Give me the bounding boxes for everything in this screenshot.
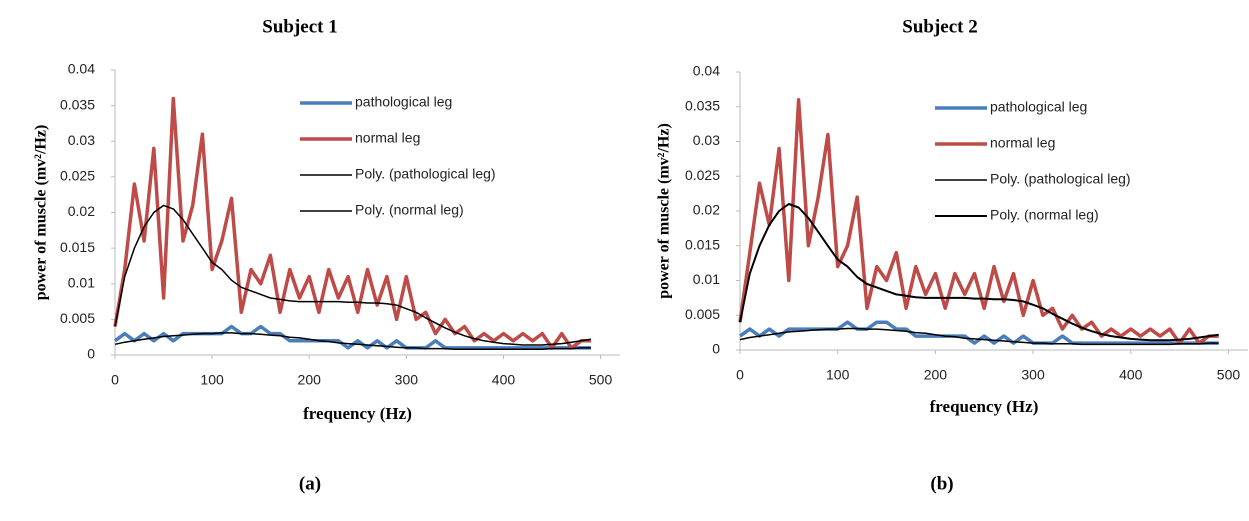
legend-label: Poly. (pathological leg) (990, 171, 1131, 187)
y-tick-label: 0 (87, 346, 95, 362)
y-tick-label: 0.02 (68, 203, 95, 219)
x-tick-label: 100 (826, 367, 850, 383)
y-axis-label: power of muscle (mv²/Hz) (656, 123, 673, 299)
x-axis-label: frequency (Hz) (930, 397, 1039, 416)
x-axis-label: frequency (Hz) (303, 404, 412, 423)
x-tick-label: 400 (1119, 367, 1143, 383)
chart: Subject 1 (a) 0 0.005 0.01 0.015 0.02 0.025 0.03… (33, 16, 620, 494)
y-tick-label: 0.025 (685, 167, 720, 183)
series-line (114, 204, 592, 346)
series-line (738, 98, 1219, 345)
y-tick-label: 0 (712, 341, 720, 357)
x-tick-label: 0 (111, 372, 119, 388)
x-tick-label: 300 (1021, 367, 1045, 383)
y-axis-label: power of muscle (mv²/Hz) (33, 125, 50, 301)
legend-label: Poly. (normal leg) (355, 202, 464, 218)
legend-label: Poly. (normal leg) (990, 207, 1099, 223)
series-line (114, 332, 591, 351)
series-line (739, 203, 1219, 342)
x-tick-label: 500 (1217, 367, 1241, 383)
series-line (739, 327, 1219, 346)
x-tick-label: 100 (200, 372, 224, 388)
x-tick-label: 400 (492, 372, 516, 388)
y-tick-label: 0.02 (693, 202, 720, 218)
x-tick-label: 500 (589, 372, 613, 388)
x-tick-label: 300 (395, 372, 419, 388)
chart: Subject 2 (b) 0 0.005 0.01 0.015 0.02 0.025 0.03… (656, 16, 1248, 494)
y-tick-label: 0.035 (60, 96, 95, 112)
legend-label: normal leg (990, 135, 1055, 151)
y-tick-label: 0.01 (68, 274, 95, 290)
legend-label: pathological leg (355, 94, 452, 110)
y-tick-label: 0.04 (68, 61, 95, 77)
chart-title: Subject 2 (902, 16, 977, 37)
chart-title: Subject 1 (262, 16, 337, 37)
x-tick-label: 0 (736, 367, 744, 383)
y-tick-label: 0.015 (60, 239, 95, 255)
y-tick-label: 0.03 (68, 132, 95, 148)
y-tick-label: 0.035 (685, 97, 720, 113)
legend-label: Poly. (pathological leg) (355, 166, 496, 182)
x-tick-label: 200 (924, 367, 948, 383)
legend-label: normal leg (355, 130, 420, 146)
legend-label: pathological leg (990, 99, 1087, 115)
y-tick-label: 0.005 (685, 306, 720, 322)
y-tick-label: 0.005 (60, 310, 95, 326)
y-tick-label: 0.04 (693, 63, 720, 79)
y-tick-label: 0.01 (693, 271, 720, 287)
series-line (113, 96, 591, 350)
y-tick-label: 0.025 (60, 168, 95, 184)
y-tick-label: 0.015 (685, 236, 720, 252)
y-tick-label: 0.03 (693, 132, 720, 148)
caption: (a) (299, 473, 321, 494)
caption: (b) (930, 473, 953, 494)
x-tick-label: 200 (298, 372, 322, 388)
